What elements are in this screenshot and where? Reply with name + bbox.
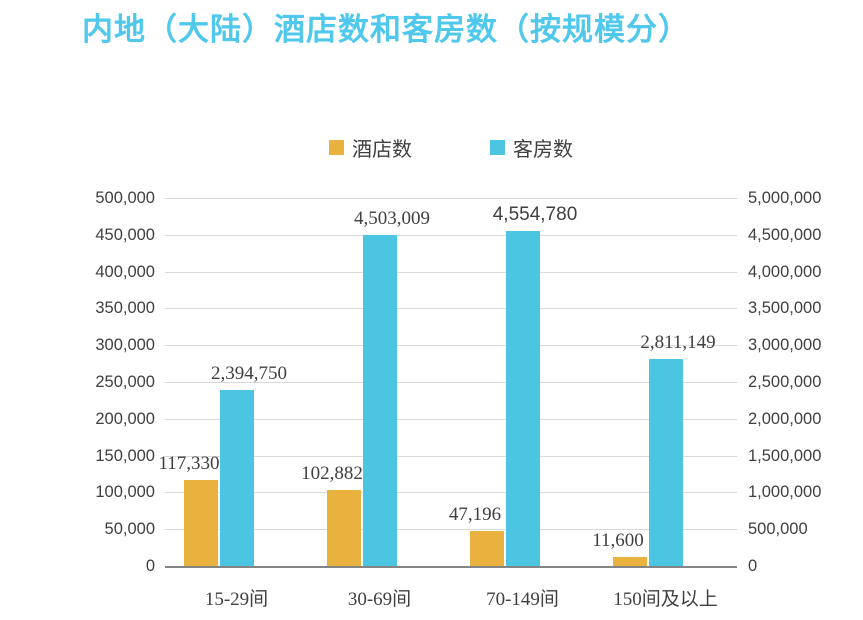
y-axis-tick-left: 150,000 (95, 447, 155, 465)
hotel-count-label: 102,882 (301, 463, 363, 484)
gridline (165, 492, 737, 493)
chart-legend: 酒店数 客房数 (165, 133, 737, 162)
y-axis-tick-right: 2,500,000 (748, 373, 822, 391)
gridline (165, 456, 737, 457)
y-axis-tick-right: 0 (748, 557, 758, 575)
hotel-count-bar (184, 480, 218, 566)
gridline (165, 382, 737, 383)
room-count-bar (220, 390, 254, 566)
gridline (165, 235, 737, 236)
legend-item-rooms: 客房数 (490, 133, 573, 162)
gridline (165, 308, 737, 309)
x-axis-line (165, 566, 737, 568)
y-axis-tick-right: 2,000,000 (748, 410, 822, 428)
chart-title: 内地（大陆）酒店数和客房数（按规模分） (82, 12, 690, 47)
legend-item-hotels: 酒店数 (329, 133, 412, 162)
room-count-label: 2,394,750 (211, 363, 287, 384)
y-axis-tick-left: 250,000 (95, 373, 155, 391)
gridline (165, 345, 737, 346)
rooms-series-swatch-icon (490, 140, 505, 155)
category-label: 15-29间 (204, 589, 269, 610)
room-count-bar (506, 231, 540, 566)
hotel-count-label: 47,196 (448, 504, 502, 525)
hotel-count-bar (470, 531, 504, 566)
room-count-label: 4,503,009 (354, 208, 430, 229)
y-axis-tick-left: 400,000 (95, 263, 155, 281)
y-axis-tick-right: 4,500,000 (748, 226, 822, 244)
y-axis-tick-right: 4,000,000 (748, 263, 822, 281)
hotel-series-swatch-icon (329, 140, 344, 155)
gridline (165, 529, 737, 530)
y-axis-tick-right: 500,000 (748, 520, 808, 538)
y-axis-tick-left: 100,000 (95, 483, 155, 501)
hotel-count-bar (613, 557, 647, 566)
gridline (165, 198, 737, 199)
y-axis-tick-right: 1,000,000 (748, 483, 822, 501)
y-axis-tick-right: 5,000,000 (748, 189, 822, 207)
y-axis-tick-left: 450,000 (95, 226, 155, 244)
room-count-label: 4,554,780 (492, 204, 578, 225)
y-axis-tick-left: 350,000 (95, 299, 155, 317)
hotel-count-label: 117,330 (158, 453, 220, 474)
room-count-bar (649, 359, 683, 566)
y-axis-tick-right: 3,500,000 (748, 299, 822, 317)
category-label: 30-69间 (347, 589, 412, 610)
category-label: 70-149间 (486, 589, 559, 610)
y-axis-tick-right: 3,000,000 (748, 336, 822, 354)
y-axis-tick-left: 500,000 (95, 189, 155, 207)
legend-label-hotels: 酒店数 (352, 139, 412, 161)
y-axis-tick-left: 200,000 (95, 410, 155, 428)
y-axis-tick-left: 0 (145, 557, 155, 575)
hotel-count-label: 11,600 (592, 530, 644, 551)
room-count-label: 2,811,149 (640, 332, 716, 353)
room-count-bar (363, 235, 397, 566)
hotel-count-bar (327, 490, 361, 566)
gridline (165, 419, 737, 420)
y-axis-tick-left: 300,000 (95, 336, 155, 354)
y-axis-tick-right: 1,500,000 (748, 447, 822, 465)
legend-label-rooms: 客房数 (513, 139, 573, 161)
gridline (165, 272, 737, 273)
category-label: 150间及以上 (613, 589, 718, 610)
y-axis-tick-left: 50,000 (104, 520, 155, 538)
